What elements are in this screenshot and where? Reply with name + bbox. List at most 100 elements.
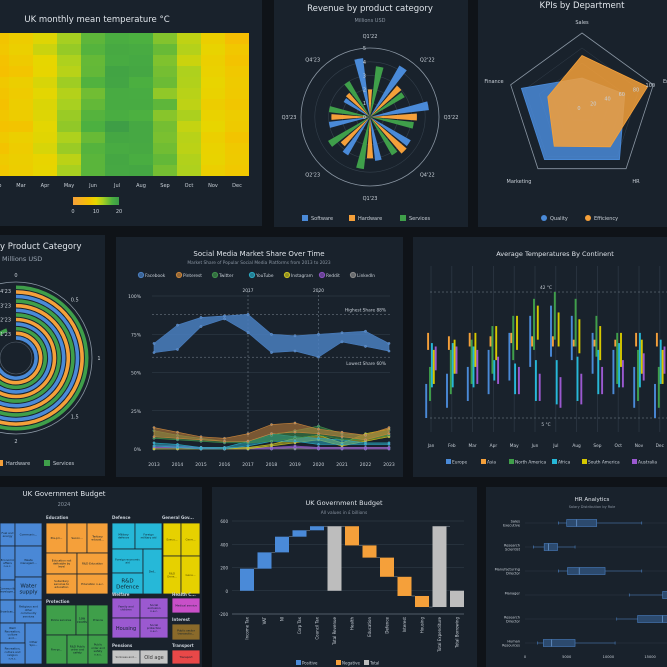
- heatmap-cell: [57, 55, 81, 66]
- legend-swatch: [509, 459, 514, 464]
- heatmap-cell: [129, 121, 153, 132]
- heatmap-month-label: Jun: [88, 183, 97, 189]
- polar-angular-tick: 2: [14, 439, 17, 445]
- social-y-tick: 75%: [131, 332, 142, 338]
- social-point-youtube: [340, 443, 344, 446]
- colorbar-tick-label: 20: [116, 209, 122, 215]
- treemap-group-label: Welfare: [112, 592, 130, 597]
- treemap-tile-label: Religious and other community services: [19, 605, 38, 619]
- heatmap-cell: [201, 154, 225, 165]
- heatmap-cell: [177, 99, 201, 110]
- temps-bar-north-america: [553, 292, 556, 340]
- legend-swatch: [364, 660, 369, 665]
- treemap-tile: [87, 634, 109, 665]
- temps-month-label: Sep: [593, 443, 601, 449]
- heatmap-cell: [177, 77, 201, 88]
- polar-ring-bar: [0, 336, 38, 380]
- legend-label: Australia: [638, 460, 657, 466]
- waterfall-y-tick: -200: [219, 612, 229, 617]
- temps-month-label: Jul: [552, 443, 558, 449]
- legend-swatch-software: [302, 215, 308, 221]
- treemap-tile: [142, 548, 163, 595]
- heatmap-cell: [129, 154, 153, 165]
- hr-row-label: Research: [504, 544, 520, 548]
- legend-label: Reddit: [326, 273, 340, 279]
- legend-label: Software: [311, 216, 333, 222]
- heatmap-month-label: Apr: [41, 183, 51, 189]
- treemap-tile-label: Prisons: [93, 618, 104, 622]
- legend-label: Services: [53, 461, 74, 467]
- temps-bar-asia: [572, 339, 575, 347]
- revenue-polar-subtitle: Millions USD: [355, 18, 386, 24]
- heatmap-cell: [225, 121, 249, 132]
- hr-box: [637, 615, 667, 623]
- social-point-twitter: [340, 438, 344, 442]
- social-x-tick: 2021: [336, 462, 348, 468]
- heatmap-cell: [33, 121, 57, 132]
- social-x-tick: 2022: [360, 462, 372, 468]
- temps-bar-europe: [466, 366, 469, 401]
- hr-box: [543, 543, 558, 551]
- treemap-tile-label: Police services: [51, 618, 72, 622]
- temps-bar-australia: [497, 356, 500, 384]
- heatmap-cell: [129, 33, 153, 44]
- temps-bar-europe: [550, 305, 552, 357]
- social-point-youtube: [317, 443, 320, 446]
- treemap-tile-label: Education n.e.c.: [81, 582, 104, 586]
- treemap-group-label: General Gov...: [162, 515, 194, 520]
- temps-bar-australia: [559, 377, 562, 408]
- legend-marker-pinterest: [175, 271, 183, 279]
- social-point-pinterest: [199, 435, 203, 439]
- social-point-pinterest: [364, 438, 367, 442]
- heatmap-cell: [177, 55, 201, 66]
- treemap-group-label: Pensions: [112, 643, 133, 648]
- heatmap-month-label: Sep: [160, 183, 169, 189]
- temps-bar-australia: [642, 353, 645, 381]
- social-point-pinterest: [364, 433, 367, 437]
- polar-bar-services: [328, 106, 370, 117]
- heatmap-cell: [57, 154, 81, 165]
- social-x-tick: 2016: [219, 462, 231, 468]
- social-point-facebook: [270, 332, 273, 336]
- waterfall-bar: [380, 557, 394, 577]
- waterfall-x-label: Council Tax: [315, 616, 320, 639]
- heatmap-cell: [33, 66, 57, 77]
- heatmap-cell: [57, 77, 81, 88]
- waterfall-title: UK Government Budget: [305, 499, 383, 507]
- temps-bar-south-america: [516, 315, 518, 350]
- heatmap-cell: [33, 165, 57, 176]
- temps-bar-europe: [570, 315, 573, 361]
- hr-row-label: Research: [504, 616, 520, 620]
- temps-bar-europe: [487, 349, 490, 395]
- temps-bar-south-america: [578, 319, 581, 354]
- legend-label: YouTube: [255, 273, 274, 279]
- temps-bar-africa: [576, 356, 579, 401]
- hr-subtitle: Salary Distribution by Role: [569, 505, 616, 509]
- temps-bar-africa: [430, 343, 433, 388]
- temps-bar-north-america: [574, 298, 577, 347]
- heatmap-cell: [9, 154, 33, 165]
- heatmap-cell: [129, 132, 153, 143]
- temps-month-label: Jun: [531, 443, 539, 449]
- heatmap-cell: [105, 77, 129, 88]
- treemap-tile: [139, 649, 169, 665]
- temps-bar-australia: [476, 349, 479, 384]
- waterfall-x-label: Corp Tax: [297, 616, 302, 634]
- polar-angular-label: Q4'23: [305, 58, 320, 64]
- polar-ring-bar: [0, 317, 57, 399]
- heatmap-cell: [81, 143, 105, 154]
- polar-ring-bar: [0, 290, 84, 426]
- social-point-youtube: [199, 447, 203, 451]
- heatmap-cell: [9, 99, 33, 110]
- legend-marker-linkedin: [349, 271, 357, 279]
- social-point-pinterest: [246, 440, 250, 443]
- waterfall-bar: [310, 526, 324, 531]
- legend-swatch: [632, 459, 637, 464]
- hr-box: [543, 639, 576, 647]
- legend-marker-facebook: [137, 271, 145, 279]
- heatmap-cell: [225, 55, 249, 66]
- polar-angular-label: Q1'23: [363, 196, 378, 202]
- heatmap-cell: [81, 132, 105, 143]
- waterfall-bar: [240, 568, 254, 591]
- social-point-facebook: [176, 348, 179, 351]
